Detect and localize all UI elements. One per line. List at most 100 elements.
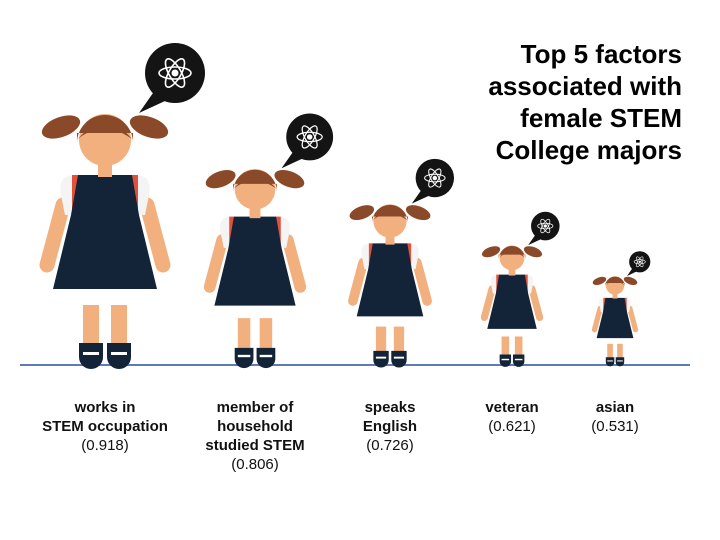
shoe-left-stripe	[237, 354, 251, 358]
pigtail-right	[129, 115, 169, 139]
category-label-1: works in STEM occupation (0.918)	[30, 398, 180, 455]
shoe-right-stripe	[259, 354, 273, 358]
atom-nucleus	[638, 260, 641, 264]
atom-orbit-1	[424, 173, 446, 183]
bubble-tail	[411, 190, 429, 204]
category-name-line: household	[217, 418, 293, 435]
leg-right	[514, 336, 523, 358]
atom-orbit-3	[301, 125, 318, 149]
category-name-line: veteran	[485, 399, 539, 416]
value-label: (0.621)	[488, 418, 536, 435]
shoe-left	[234, 347, 254, 369]
shoe-right-stripe	[393, 356, 405, 359]
pigtail-right	[623, 276, 638, 285]
arm-right	[627, 305, 639, 333]
atom-orbit-2	[428, 168, 442, 188]
arm-right	[528, 285, 544, 321]
shoe-right	[107, 343, 131, 369]
girl-figure-1	[39, 43, 205, 369]
leg-right	[393, 326, 405, 355]
category-label-3: speaks English (0.726)	[315, 398, 465, 455]
shoe-left-stripe	[83, 352, 99, 355]
hair	[233, 169, 277, 192]
atom-nucleus	[543, 224, 547, 228]
category-label-5: asian (0.531)	[540, 398, 690, 436]
value-label: (0.726)	[366, 437, 414, 454]
title-line-2: associated with	[488, 71, 682, 101]
chart-title: Top 5 factors associated with female STE…	[442, 38, 682, 166]
bubble-tail	[139, 93, 165, 113]
arm-right	[412, 257, 432, 306]
atom-icon	[296, 125, 323, 149]
leg-right	[617, 343, 623, 360]
shoe-right	[512, 354, 525, 367]
atom-nucleus	[432, 175, 438, 181]
hair	[498, 246, 526, 260]
atom-icon	[633, 256, 646, 268]
bangs	[78, 123, 132, 139]
arm-left	[348, 257, 368, 306]
atom-bubble-1	[139, 43, 205, 113]
category-name-line: speaks	[364, 399, 416, 416]
title-line-4: College majors	[495, 135, 682, 165]
bubble-tail	[528, 235, 541, 246]
category-label-4: veteran (0.621)	[437, 398, 587, 436]
shoe-left	[373, 350, 389, 368]
atom-orbit-2	[164, 58, 186, 88]
pigtail-left	[349, 205, 375, 221]
atom-orbit-1	[296, 131, 323, 143]
atom-orbit-3	[164, 58, 186, 88]
arm-left	[39, 197, 71, 273]
girl-figure-2	[203, 113, 334, 369]
shoe-left	[605, 357, 615, 367]
bangs	[372, 210, 408, 221]
atom-orbit-2	[301, 125, 318, 149]
category-name-line: studied STEM	[205, 437, 305, 454]
shoe-right-stripe	[111, 352, 127, 355]
pigtail-left	[481, 246, 501, 258]
neck	[249, 207, 261, 219]
value-label: (0.806)	[231, 456, 279, 473]
leg-left	[375, 326, 387, 355]
leg-left	[83, 305, 99, 349]
atom-orbit-2	[540, 218, 551, 234]
atom-orbit-2	[636, 256, 644, 268]
leg-left	[607, 343, 613, 360]
arm-left	[203, 234, 229, 293]
atom-bubble-3	[411, 158, 455, 204]
arm-right	[139, 197, 171, 273]
atom-bubble-5	[627, 251, 651, 276]
atom-icon	[537, 218, 554, 234]
shoe-right-stripe	[514, 358, 523, 361]
bangs	[605, 279, 625, 286]
shoe-left	[499, 354, 512, 367]
shoe-right	[615, 357, 625, 367]
atom-nucleus	[306, 134, 313, 140]
atom-icon	[424, 168, 446, 188]
shoe-left-stripe	[375, 356, 387, 359]
category-name-line: English	[362, 418, 418, 435]
shoe-right	[391, 350, 407, 368]
hair	[77, 115, 133, 143]
hair	[372, 204, 408, 223]
leg-left	[237, 318, 251, 353]
pigtail-left	[41, 115, 81, 139]
value-label: (0.531)	[591, 418, 639, 435]
arm-right	[281, 234, 307, 293]
arm-left	[480, 285, 496, 321]
dress	[53, 175, 157, 289]
atom-orbit-3	[636, 256, 644, 268]
category-name-line: STEM occupation	[42, 418, 168, 435]
atom-orbit-1	[537, 222, 554, 230]
girl-figure-3	[348, 158, 455, 368]
dress	[596, 297, 634, 339]
value-label: (0.918)	[81, 437, 129, 454]
bangs	[233, 176, 277, 189]
pigtail-right	[523, 246, 543, 258]
atom-orbit-3	[428, 168, 442, 188]
category-label-2: member of household studied STEM (0.806)	[180, 398, 330, 474]
category-name-line: member of	[216, 399, 294, 416]
atom-nucleus	[171, 69, 179, 77]
atom-icon	[158, 58, 192, 88]
